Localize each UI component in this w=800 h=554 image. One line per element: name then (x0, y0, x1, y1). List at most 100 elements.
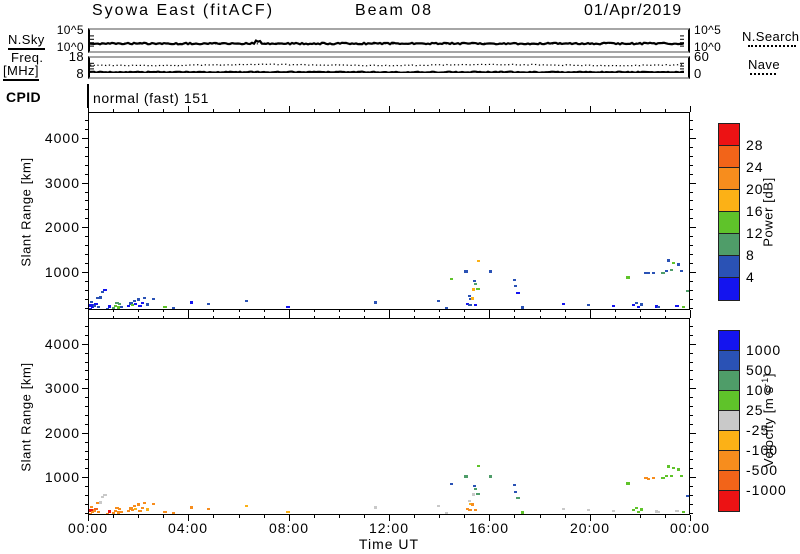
echo-dot-power (520, 305, 524, 309)
echo-dot-power (679, 269, 683, 272)
echo-dot-velocity (95, 501, 99, 504)
x-tick (213, 316, 214, 318)
echo-dot-power (688, 295, 689, 299)
noise-tick-top-left: 10^5 (56, 23, 84, 37)
x-tick (364, 310, 365, 312)
y-tick (85, 468, 88, 469)
range-tick-label: 3000 (44, 175, 80, 191)
echo-dot-power (474, 303, 478, 306)
echo-dot-power (686, 290, 689, 293)
echo-dot-power (172, 306, 176, 309)
x-tick (640, 316, 641, 318)
y-tick (690, 424, 693, 425)
echo-dot-power (120, 306, 124, 309)
y-tick (690, 299, 693, 300)
nsearch-label: N.Search (742, 29, 800, 44)
y-tick (690, 388, 696, 389)
y-tick (85, 147, 88, 148)
y-tick (690, 165, 693, 166)
x-tick (665, 316, 666, 318)
echo-dot-velocity (626, 481, 631, 485)
x-tick (188, 515, 189, 521)
x-tick (339, 109, 340, 112)
echo-dot-power (471, 287, 475, 291)
velocity-rti-panel (88, 318, 690, 515)
echo-dot-power (111, 306, 115, 309)
x-tick (640, 109, 641, 112)
x-tick (264, 316, 265, 318)
echo-dot-velocity (445, 512, 449, 514)
echo-dot-power (643, 272, 648, 274)
velocity-colorbar-segment (718, 331, 740, 351)
y-tick (85, 290, 88, 291)
velocity-colorbar-segment (718, 491, 740, 511)
echo-dot-power (145, 303, 149, 307)
power-colorbar-segment (718, 256, 740, 278)
y-tick (85, 200, 88, 201)
x-tick (339, 310, 340, 312)
y-tick (690, 263, 693, 264)
x-tick (489, 515, 490, 521)
echo-dot-power (562, 303, 566, 306)
echo-dot-velocity (468, 500, 471, 503)
y-tick (85, 254, 88, 255)
x-tick (690, 106, 691, 112)
nsky-label: N.Sky (8, 32, 45, 50)
y-tick (85, 281, 88, 282)
time-tick-label: 04:00 (167, 520, 209, 536)
x-tick (239, 310, 240, 312)
echo-dot-velocity (115, 507, 120, 510)
y-tick (690, 156, 693, 157)
echo-dot-velocity (562, 508, 566, 511)
y-tick (85, 192, 88, 193)
velocity-colorbar-tick-label: 500 (746, 362, 773, 378)
echo-dot-velocity (661, 477, 666, 480)
x-tick (540, 109, 541, 112)
x-tick (464, 316, 465, 318)
echo-dot-power (667, 259, 671, 263)
y-tick (690, 200, 693, 201)
echo-dot-velocity (476, 465, 480, 468)
y-tick (690, 218, 693, 219)
nave-line (90, 63, 685, 67)
x-tick (314, 310, 315, 312)
echo-dot-power (669, 269, 673, 272)
strip-minor-tick (680, 35, 684, 37)
y-tick (85, 120, 88, 121)
x-tick (489, 310, 490, 314)
echo-dot-velocity (126, 509, 130, 512)
echo-dot-power (207, 303, 211, 306)
echo-dot-power (436, 300, 440, 303)
echo-dot-power (515, 291, 520, 294)
strip-minor-tick (680, 38, 684, 40)
power-rti-panel (88, 112, 690, 310)
echo-dot-velocity (286, 510, 291, 513)
x-tick (289, 106, 290, 112)
y-tick (85, 174, 88, 175)
x-tick (690, 310, 691, 314)
echo-dot-power (105, 307, 109, 309)
y-tick (690, 415, 693, 416)
strip-minor-tick (90, 62, 94, 64)
y-tick (85, 406, 88, 407)
x-tick (88, 515, 89, 521)
echo-dot-velocity (587, 509, 591, 512)
y-tick (85, 415, 88, 416)
y-tick (85, 504, 88, 505)
x-tick (188, 106, 189, 112)
x-tick (339, 515, 340, 518)
echo-dot-power (116, 305, 120, 309)
nsearch-linestyle-key (748, 45, 796, 47)
echo-dot-velocity (145, 508, 149, 512)
y-tick (85, 513, 88, 514)
echo-dot-power (89, 303, 93, 307)
velocity-colorbar (718, 330, 740, 512)
x-tick (264, 109, 265, 112)
range-tick-label: 1000 (44, 469, 80, 485)
echo-dot-power (647, 272, 651, 275)
echo-dot-velocity (471, 492, 475, 496)
echo-dot-power (130, 304, 134, 307)
time-tick-label: 20:00 (569, 520, 611, 536)
range-tick-label: 2000 (44, 425, 80, 441)
echo-dot-power (489, 270, 493, 274)
